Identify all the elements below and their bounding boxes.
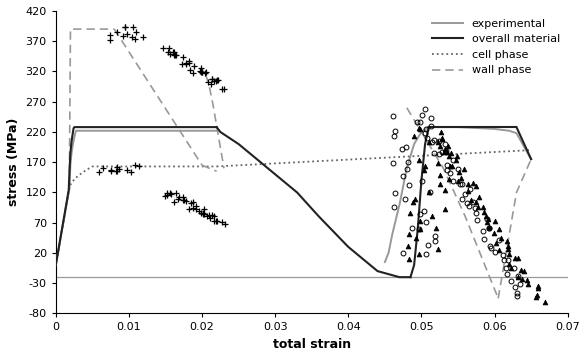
overall material — [96, 125, 103, 129]
cell phase — [89, 164, 96, 169]
wall phase — [66, 185, 73, 189]
wall phase — [65, 193, 72, 198]
wall phase — [63, 202, 70, 206]
experimental — [59, 227, 66, 231]
cell phase — [96, 164, 103, 169]
wall phase — [61, 211, 68, 215]
wall phase — [57, 237, 64, 241]
experimental — [52, 263, 59, 267]
overall material — [62, 207, 69, 211]
wall phase — [58, 228, 65, 232]
Line: experimental: experimental — [56, 131, 217, 265]
overall material — [71, 125, 78, 129]
Y-axis label: stress (MPa): stress (MPa) — [7, 118, 20, 207]
cell phase — [59, 227, 66, 231]
wall phase — [54, 254, 61, 258]
experimental — [62, 208, 69, 213]
X-axis label: total strain: total strain — [273, 338, 351, 351]
Line: overall material: overall material — [56, 127, 217, 265]
cell phase — [82, 168, 89, 173]
overall material — [52, 263, 59, 267]
experimental — [206, 129, 213, 133]
Line: wall phase: wall phase — [56, 187, 69, 265]
cell phase — [200, 164, 207, 169]
experimental — [200, 129, 207, 133]
overall material — [200, 125, 207, 129]
wall phase — [52, 263, 59, 267]
wall phase — [60, 219, 67, 224]
overall material — [206, 125, 213, 129]
experimental — [213, 129, 220, 133]
overall material — [213, 125, 220, 129]
cell phase — [62, 208, 69, 213]
experimental — [72, 129, 79, 133]
cell phase — [213, 164, 220, 169]
experimental — [83, 129, 90, 133]
overall material — [59, 226, 66, 230]
cell phase — [206, 164, 213, 169]
overall material — [83, 125, 90, 129]
experimental — [96, 129, 103, 133]
wall phase — [55, 246, 62, 250]
Legend: experimental, overall material, cell phase, wall phase: experimental, overall material, cell pha… — [427, 14, 564, 80]
Line: cell phase: cell phase — [56, 166, 217, 265]
cell phase — [52, 263, 59, 267]
